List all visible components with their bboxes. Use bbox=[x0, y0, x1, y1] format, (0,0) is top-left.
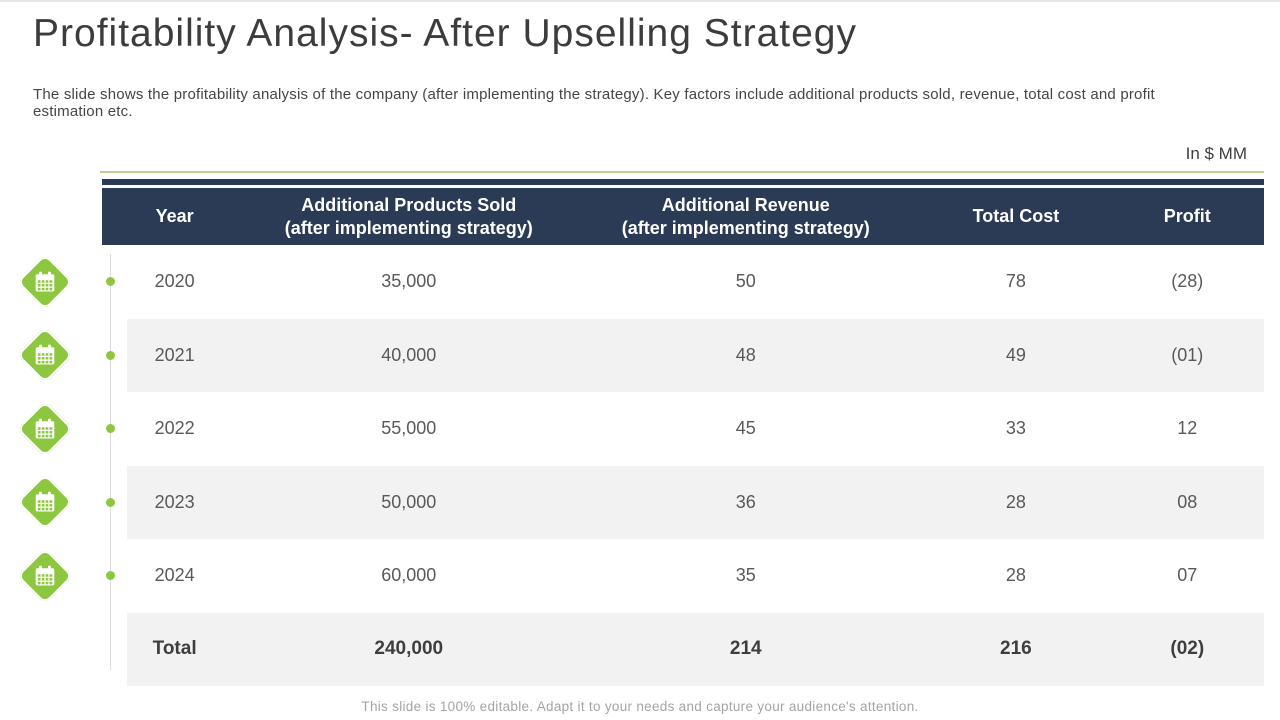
table-header-row: Year Additional Products Sold (after imp… bbox=[102, 188, 1264, 245]
cell-year: 2022 bbox=[154, 418, 195, 439]
calendar-icon bbox=[35, 271, 55, 292]
cell-products: 50,000 bbox=[381, 491, 437, 512]
table-total-row: Total 240,000 214 216 (02) bbox=[102, 612, 1264, 686]
cell-cost: 78 bbox=[1005, 271, 1026, 292]
table-row: 2024 60,000 35 28 07 bbox=[102, 539, 1264, 613]
cell-cost: 49 bbox=[1005, 344, 1026, 365]
cell-year: 2024 bbox=[154, 565, 195, 586]
table-body: 2020 35,000 50 78 (28) 2021 40,000 48 49… bbox=[102, 245, 1264, 686]
header-sublabel: (after implementing strategy) bbox=[621, 217, 870, 238]
calendar-icon bbox=[35, 418, 55, 439]
calendar-icon bbox=[35, 565, 55, 586]
timeline-line bbox=[110, 254, 111, 670]
cell-total-revenue: 214 bbox=[729, 638, 762, 660]
timeline-dot bbox=[106, 424, 115, 433]
table-header-accent-bar bbox=[102, 179, 1264, 185]
table-header-revenue: Additional Revenue (after implementing s… bbox=[570, 194, 921, 239]
calendar-icon bbox=[35, 344, 55, 365]
table-header-year: Year bbox=[102, 205, 247, 228]
divider-line bbox=[100, 171, 1264, 173]
table-row: 2022 55,000 45 33 12 bbox=[102, 392, 1264, 466]
footer-note: This slide is 100% editable. Adapt it to… bbox=[361, 699, 919, 714]
cell-cost: 33 bbox=[1005, 418, 1026, 439]
calendar-icon bbox=[35, 491, 55, 512]
cell-revenue: 50 bbox=[735, 271, 756, 292]
table-row: 2023 50,000 36 28 08 bbox=[102, 465, 1264, 539]
row-marker bbox=[16, 253, 74, 311]
cell-revenue: 35 bbox=[735, 565, 756, 586]
cell-revenue: 36 bbox=[735, 491, 756, 512]
row-marker bbox=[16, 326, 74, 384]
cell-revenue: 48 bbox=[735, 344, 756, 365]
cell-total-label: Total bbox=[152, 638, 197, 660]
cell-profit: 07 bbox=[1177, 565, 1198, 586]
timeline-dot bbox=[106, 498, 115, 507]
table-row: 2020 35,000 50 78 (28) bbox=[102, 245, 1264, 319]
timeline-dot bbox=[106, 277, 115, 286]
table-header-total-cost: Total Cost bbox=[921, 205, 1110, 228]
table-row: 2021 40,000 48 49 (01) bbox=[102, 318, 1264, 392]
header-label: Total Cost bbox=[972, 206, 1060, 227]
header-label: Additional Revenue bbox=[661, 195, 830, 215]
unit-label: In $ MM bbox=[1185, 144, 1247, 163]
header-label: Year bbox=[155, 206, 194, 227]
timeline-dot bbox=[106, 571, 115, 580]
page-title: Profitability Analysis- After Upselling … bbox=[33, 12, 858, 55]
cell-year: 2023 bbox=[154, 491, 195, 512]
cell-revenue: 45 bbox=[735, 418, 756, 439]
cell-products: 60,000 bbox=[381, 565, 437, 586]
row-marker bbox=[16, 400, 74, 458]
cell-profit: (28) bbox=[1171, 271, 1204, 292]
cell-total-profit: (02) bbox=[1170, 638, 1205, 660]
header-label: Additional Products Sold bbox=[301, 195, 517, 215]
row-marker bbox=[16, 473, 74, 531]
header-sublabel: (after implementing strategy) bbox=[284, 217, 533, 238]
cell-total-cost: 216 bbox=[1000, 638, 1032, 660]
cell-products: 55,000 bbox=[381, 418, 437, 439]
table-header-products: Additional Products Sold (after implemen… bbox=[247, 194, 570, 239]
cell-cost: 28 bbox=[1005, 491, 1026, 512]
cell-products: 35,000 bbox=[381, 271, 437, 292]
cell-total-products: 240,000 bbox=[374, 638, 444, 660]
cell-profit: (01) bbox=[1171, 344, 1204, 365]
cell-products: 40,000 bbox=[381, 344, 437, 365]
cell-cost: 28 bbox=[1005, 565, 1026, 586]
cell-profit: 12 bbox=[1177, 418, 1198, 439]
timeline-dot bbox=[106, 351, 115, 360]
table-header-profit: Profit bbox=[1111, 205, 1264, 228]
cell-year: 2020 bbox=[154, 271, 195, 292]
header-label: Profit bbox=[1163, 206, 1211, 227]
page-subtitle: The slide shows the profitability analys… bbox=[33, 86, 1155, 120]
cell-year: 2021 bbox=[154, 344, 195, 365]
row-marker bbox=[16, 547, 74, 605]
cell-profit: 08 bbox=[1177, 491, 1198, 512]
